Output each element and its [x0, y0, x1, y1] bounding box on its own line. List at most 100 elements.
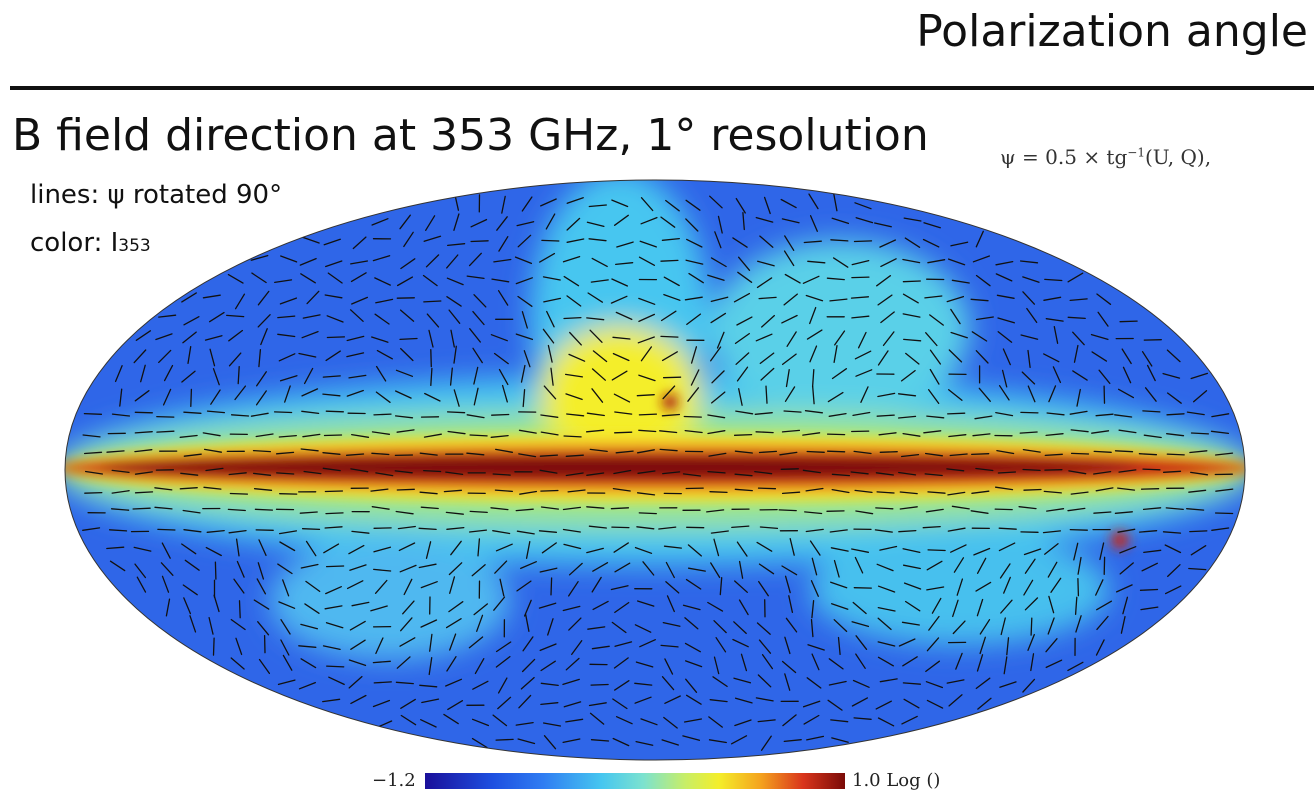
polarization-line: [1050, 577, 1062, 593]
polarization-line: [1006, 637, 1010, 656]
polarization-line: [755, 216, 774, 223]
polarization-line: [685, 218, 699, 232]
colorbar: [425, 773, 845, 789]
polarization-line: [154, 506, 173, 510]
polarization-line: [638, 512, 657, 515]
polarization-line: [1189, 450, 1208, 454]
polarization-line: [420, 619, 438, 628]
polarization-formula: ψ = 0.5 × tg−1(U, Q),: [1000, 145, 1211, 169]
polarization-line: [562, 255, 581, 263]
polarization-line: [133, 349, 147, 364]
polarization-line: [325, 586, 342, 595]
polarization-line: [446, 254, 459, 269]
polarization-line: [661, 739, 679, 746]
polarization-line: [665, 581, 680, 594]
polarization-line: [589, 448, 608, 453]
polarization-line: [589, 329, 603, 343]
polarization-line: [394, 390, 412, 399]
polarization-line: [545, 213, 556, 230]
polarization-line: [399, 337, 418, 341]
polarization-line: [563, 316, 582, 320]
polarization-line: [805, 528, 824, 533]
polarization-line: [852, 411, 871, 417]
polarization-line: [757, 719, 776, 723]
polarization-line: [1162, 531, 1182, 534]
polarization-line: [612, 487, 631, 492]
polarization-line: [466, 452, 485, 456]
polarization-line: [322, 467, 341, 472]
polarization-line: [1027, 633, 1035, 651]
polarization-line: [495, 641, 512, 653]
polarization-line: [1143, 434, 1162, 439]
polarization-line: [1210, 430, 1230, 435]
polarization-line: [806, 450, 825, 453]
polarization-line: [946, 679, 965, 684]
polarization-line: [999, 563, 1011, 579]
polarization-line: [373, 546, 392, 553]
polarization-line: [897, 393, 917, 397]
polarization-line: [638, 429, 657, 433]
polarization-line: [998, 542, 1016, 552]
polarization-line: [114, 365, 123, 383]
polarization-line: [710, 257, 727, 268]
polarization-line: [375, 298, 394, 304]
polarization-line: [975, 677, 991, 690]
polarization-line: [1142, 468, 1161, 471]
polarization-line: [1003, 656, 1008, 675]
polarization-line: [1166, 349, 1181, 363]
polarization-line: [754, 412, 773, 415]
polarization-line: [298, 352, 317, 358]
polarization-line: [1162, 372, 1181, 379]
polarization-line: [926, 415, 945, 419]
polarization-line: [443, 489, 463, 493]
polarization-line: [684, 296, 703, 301]
polarization-line: [352, 236, 367, 250]
polarization-line: [471, 564, 486, 577]
polarization-line: [997, 471, 1017, 474]
polarization-line: [757, 674, 772, 688]
polarization-line: [929, 349, 942, 365]
polarization-line: [1074, 596, 1078, 615]
polarization-line: [662, 376, 682, 379]
polarization-line: [592, 600, 609, 611]
southeast-patch: [810, 535, 1110, 645]
polarization-line: [682, 735, 701, 741]
polarization-line: [422, 274, 438, 287]
polarization-line: [349, 564, 367, 571]
polarization-line: [950, 308, 961, 325]
polarization-line: [1022, 448, 1041, 453]
polarization-line: [299, 511, 318, 514]
polarization-line: [690, 346, 698, 364]
polarization-line: [925, 332, 938, 347]
polarization-line: [876, 491, 895, 494]
polarization-line: [586, 412, 605, 417]
polarization-line: [518, 429, 537, 434]
polarization-line: [324, 294, 343, 299]
polarization-line: [395, 369, 414, 377]
polarization-line: [854, 202, 872, 210]
polarization-line: [758, 580, 769, 597]
polarization-line: [1044, 453, 1063, 457]
polarization-line: [1138, 453, 1158, 456]
polarization-line: [684, 660, 703, 668]
polarization-line: [516, 580, 532, 592]
polarization-line: [155, 333, 173, 341]
polarization-line: [550, 577, 553, 596]
polarization-line: [785, 369, 790, 388]
polarization-line: [394, 415, 414, 419]
polarization-line: [874, 222, 892, 228]
polarization-line: [612, 737, 630, 747]
polarization-line: [809, 306, 817, 325]
polarization-line: [1067, 316, 1086, 320]
polarization-line: [165, 598, 171, 617]
polarization-line: [975, 274, 991, 287]
polarization-line: [212, 637, 215, 656]
polarization-line: [924, 452, 944, 457]
polarization-line: [732, 237, 748, 248]
slide-title: Polarization angle: [916, 6, 1308, 57]
polarization-line: [203, 448, 223, 453]
polarization-line: [947, 258, 966, 266]
polarization-line: [688, 272, 704, 284]
polarization-line: [948, 694, 963, 707]
polarization-line: [853, 240, 873, 243]
